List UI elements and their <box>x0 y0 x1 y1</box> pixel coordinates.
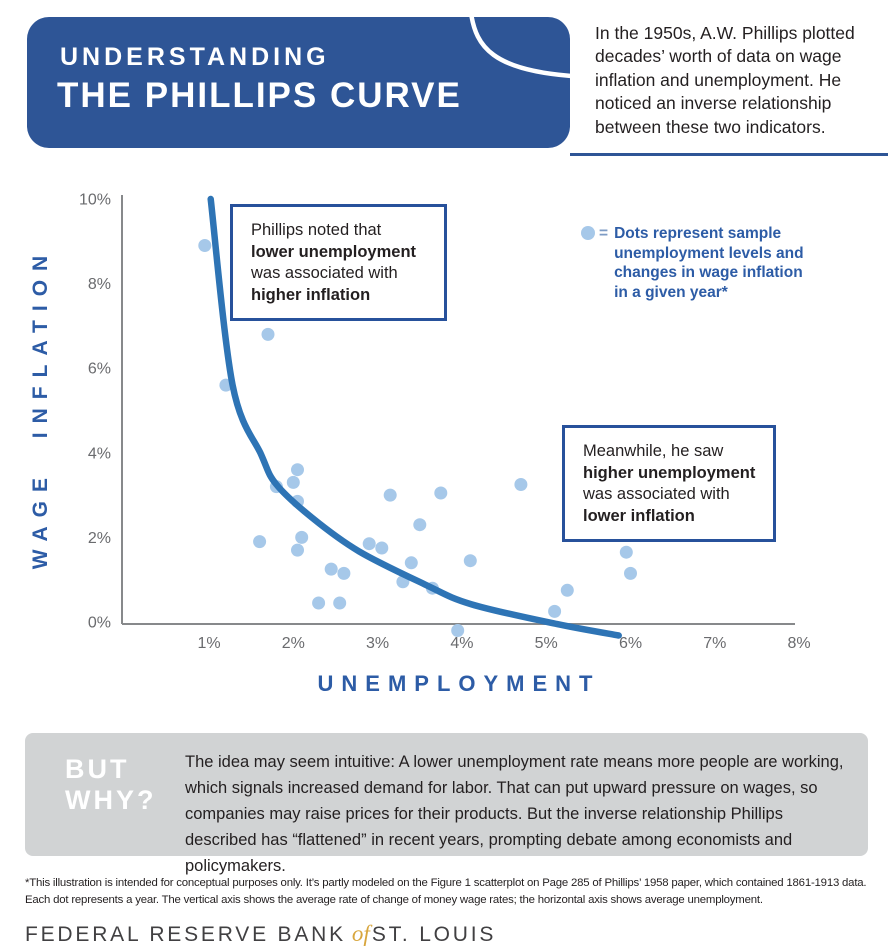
x-tick-label: 2% <box>282 635 305 652</box>
y-axis-title: WAGE INFLATION <box>29 246 52 570</box>
data-dot <box>514 478 528 491</box>
x-tick-label: 1% <box>197 635 220 652</box>
header-kicker: UNDERSTANDING <box>60 43 330 71</box>
data-dot <box>383 488 397 502</box>
data-dot <box>548 604 562 618</box>
header-divider <box>570 153 888 156</box>
phillips-curve-line <box>207 195 622 639</box>
y-tick-label: 10% <box>79 192 111 209</box>
footnote-line-2: Each dot represents a year. The vertical… <box>25 893 763 906</box>
data-dot <box>560 583 574 597</box>
page-title: THE PHILLIPS CURVE <box>57 76 462 115</box>
data-dot <box>291 463 304 477</box>
data-dot <box>324 562 338 576</box>
callout-line: Meanwhile, he saw <box>583 442 724 460</box>
data-dot <box>463 554 477 568</box>
x-tick-label: 6% <box>619 635 642 652</box>
callout-line: lower unemployment <box>251 242 417 261</box>
y-tick-label: 8% <box>88 276 111 293</box>
logo-part1: FEDERAL RESERVE BANK <box>25 923 346 946</box>
x-tick-label: 4% <box>450 635 473 652</box>
phillips-scatter-chart: 0% 2% 4% 6% 8% 10% 1% 2% 3% 4% 5% 6% 7% 8% <box>79 192 811 653</box>
callout-line: higher unemployment <box>583 463 756 482</box>
data-dot <box>261 327 275 341</box>
legend-dot-icon <box>581 226 595 240</box>
logo-part2: ST. LOUIS <box>371 923 497 946</box>
legend-text: Dots represent sample unemployment levels… <box>614 225 804 302</box>
data-dot <box>291 543 304 557</box>
data-dot <box>404 556 418 570</box>
data-dot <box>312 596 326 610</box>
data-dot <box>286 475 300 489</box>
footnote: *This illustration is intended for conce… <box>25 875 885 908</box>
y-tick-label: 2% <box>88 530 111 547</box>
but-why-body: The idea may seem intuitive: A lower une… <box>185 753 844 875</box>
data-dot <box>619 545 633 559</box>
legend-equals: = <box>599 225 609 242</box>
callout-line: Phillips noted that <box>251 221 382 239</box>
callout-line: was associated with <box>583 485 730 503</box>
chart-legend: = Dots represent sample unemployment leve… <box>581 224 824 303</box>
but-why-line1: BUT <box>65 754 130 784</box>
data-dot <box>295 530 309 544</box>
data-dot <box>413 518 427 532</box>
data-dot <box>624 566 637 580</box>
x-tick-label: 8% <box>788 635 811 652</box>
logo-of: of <box>351 921 370 946</box>
data-dot <box>375 541 389 555</box>
data-dot <box>362 537 376 551</box>
but-why-panel: BUT WHY? The idea may seem intuitive: A … <box>25 733 868 875</box>
y-tick-label: 6% <box>88 361 111 378</box>
data-dot <box>451 624 465 637</box>
data-dot <box>434 486 448 500</box>
callout-lower-unemployment: Phillips noted that lower unemployment was… <box>230 204 447 321</box>
callout-line: was associated with <box>251 264 398 282</box>
y-tick-label: 0% <box>88 615 111 632</box>
header-title-panel: UNDERSTANDING THE PHILLIPS CURVE <box>27 17 570 148</box>
but-why-line2: WHY? <box>65 785 157 815</box>
data-dot <box>333 596 347 610</box>
curve-decoration-icon <box>469 17 570 79</box>
but-why-heading: BUT WHY? <box>65 754 156 816</box>
x-tick-label: 7% <box>703 635 726 652</box>
data-dot <box>198 239 212 252</box>
x-axis-title: UNEMPLOYMENT <box>317 671 601 696</box>
callout-line: higher inflation <box>251 285 371 304</box>
footnote-line-1: *This illustration is intended for conce… <box>25 877 867 889</box>
data-dot <box>253 535 267 549</box>
x-tick-label: 3% <box>366 635 389 652</box>
data-dot <box>337 566 351 580</box>
callout-higher-unemployment: Meanwhile, he saw higher unemployment was … <box>562 425 776 542</box>
callout-line: lower inflation <box>583 506 695 525</box>
y-tick-label: 4% <box>88 445 111 462</box>
fed-stlouis-logo: FEDERAL RESERVE BANK ofST. LOUIS <box>25 921 496 947</box>
intro-paragraph: In the 1950s, A.W. Phillips plotted deca… <box>595 23 855 137</box>
x-tick-label: 5% <box>535 635 558 652</box>
